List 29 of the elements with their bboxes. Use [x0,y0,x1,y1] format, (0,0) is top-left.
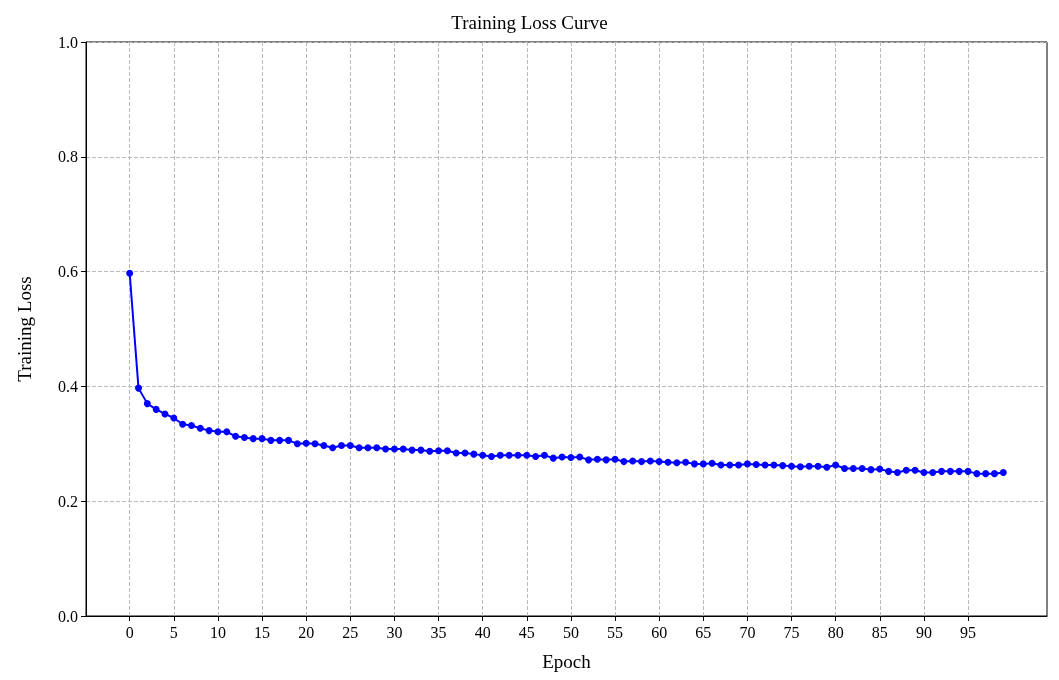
x-tick-label: 25 [342,623,359,641]
x-tick-label: 20 [298,623,315,641]
x-tick-label: 50 [562,623,579,641]
x-tick-label: 90 [915,623,932,641]
x-tick-label: 65 [695,623,712,641]
x-axis-title: Epoch [542,651,592,672]
x-tick-label: 60 [651,623,668,641]
x-tick-label: 10 [209,623,226,641]
x-tick-label: 0 [125,623,134,641]
x-tick-label: 40 [474,623,491,641]
y-tick-label: 0.0 [58,607,78,625]
x-tick-label: 75 [783,623,800,641]
x-tick-label: 35 [430,623,447,641]
y-tick-label: 0.8 [58,148,78,166]
x-tick-label: 95 [960,623,977,641]
x-tick-label: 5 [169,623,178,641]
x-tick-label: 80 [827,623,844,641]
x-tick-label: 15 [254,623,271,641]
y-tick-label: 0.2 [58,492,78,510]
x-tick-label: 70 [739,623,756,641]
y-tick-label: 1.0 [58,33,78,51]
x-tick-label: 85 [871,623,888,641]
y-tick-label: 0.4 [58,377,78,395]
y-axis-title: Training Loss [14,276,35,382]
y-tick-label: 0.6 [58,263,78,281]
x-tick-label: 45 [518,623,535,641]
chart-title: Training Loss Curve [451,12,608,33]
x-tick-label: 55 [607,623,624,641]
x-tick-label: 30 [386,623,403,641]
